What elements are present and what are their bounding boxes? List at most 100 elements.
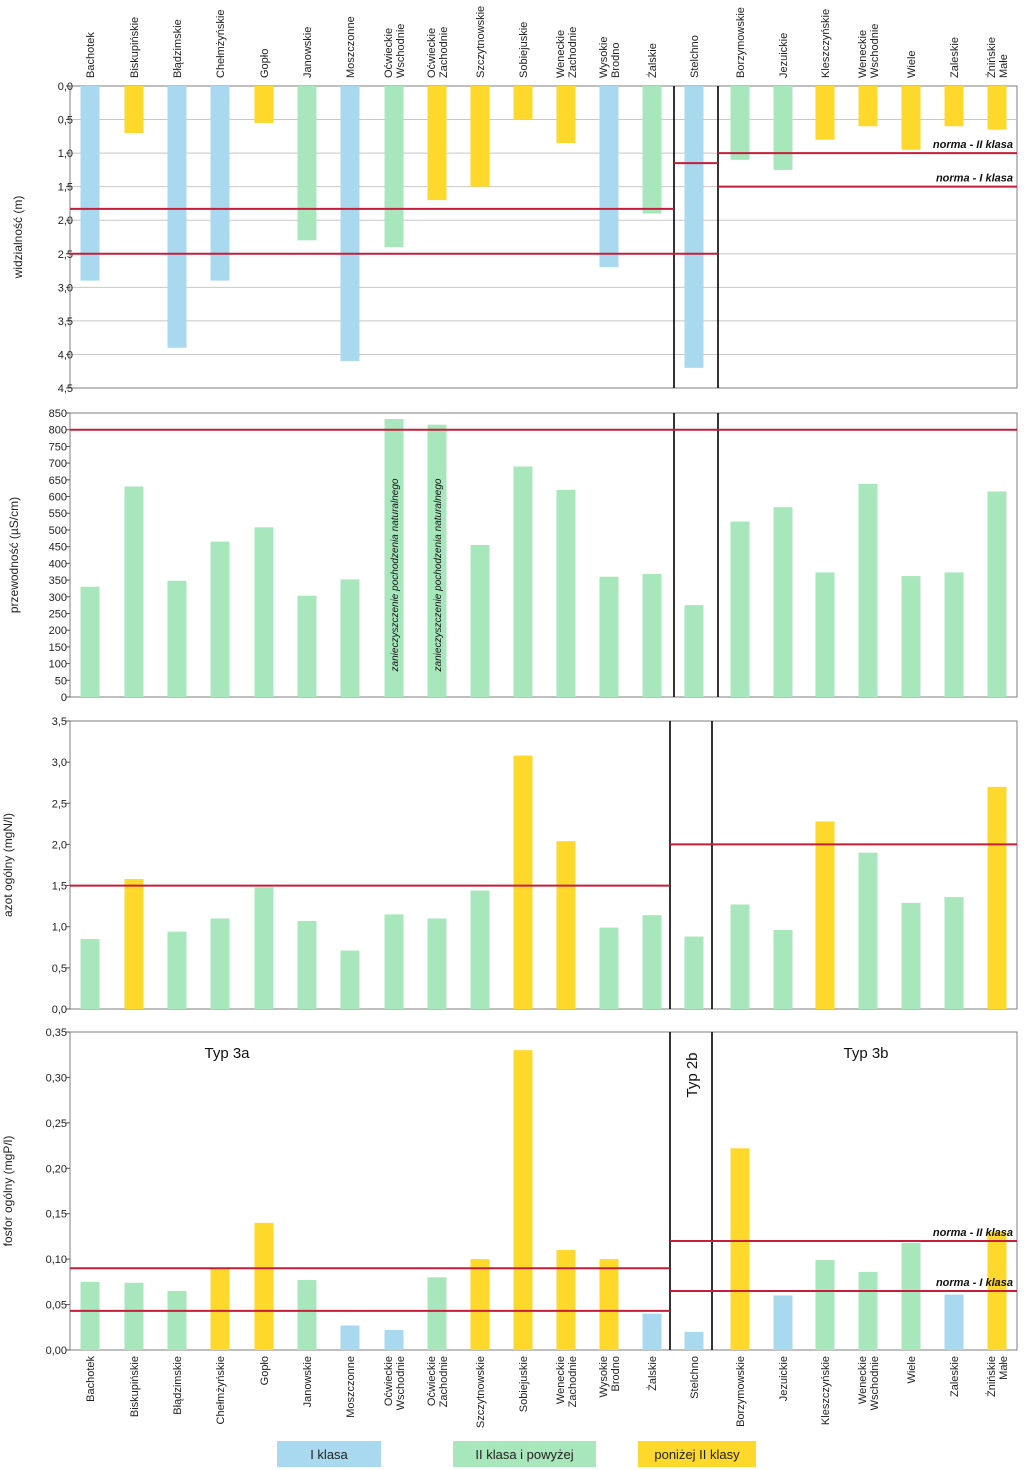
bar-14 bbox=[642, 86, 662, 214]
category-label-line: Borzymowskie bbox=[735, 1356, 747, 1427]
category-label: Gopło bbox=[259, 49, 271, 78]
category-label-line: Zachodnie bbox=[567, 1356, 579, 1407]
bar-17 bbox=[773, 1295, 793, 1350]
category-label-line: Biskupińskie bbox=[129, 17, 141, 78]
bar-19 bbox=[858, 86, 878, 127]
category-label-line: Oćwieckie bbox=[426, 28, 438, 78]
y-tick-label: 0,35 bbox=[46, 1027, 67, 1039]
y-tick-label: 0,05 bbox=[46, 1300, 67, 1312]
category-label-line: Chełmżyńskie bbox=[215, 1356, 227, 1424]
category-label-line: Kleszczyńskie bbox=[820, 9, 832, 78]
category-label: WeneckieWschodnie bbox=[857, 24, 881, 78]
category-label: WeneckieZachodnie bbox=[555, 27, 579, 78]
group-title-2b: Typ 2b bbox=[684, 1052, 701, 1097]
top-lake-labels: Bachotek Biskupińskie Błądzimskie Chełmżyńs… bbox=[85, 6, 1010, 78]
bar-5 bbox=[254, 1222, 274, 1350]
category-label-line: Sobiejuskie bbox=[518, 22, 530, 78]
bar-annotation: zanieczyszczenie pochodzenia naturalnego bbox=[390, 478, 401, 672]
bar-18 bbox=[815, 86, 835, 140]
category-label-line: Żnińskie bbox=[985, 37, 998, 78]
y-tick-label: 3,0 bbox=[58, 282, 73, 294]
panel-3: 0,0 0,5 1,0 1,5 2,0 2,5 3,0 3,5 azot ogólny (mgN… bbox=[1, 716, 1018, 1016]
category-label: WeneckieWschodnie bbox=[857, 1356, 881, 1410]
category-label-line: Małe bbox=[998, 54, 1010, 78]
y-tick-label: 3,5 bbox=[52, 716, 67, 728]
bar-14 bbox=[642, 1313, 662, 1350]
bar-22 bbox=[987, 786, 1007, 1009]
category-label: Błądzimskie bbox=[172, 1356, 184, 1415]
bar-12 bbox=[556, 1250, 576, 1350]
category-label: Borzymowskie bbox=[735, 1356, 747, 1427]
category-label-line: Jezuickie bbox=[778, 1356, 790, 1401]
y-tick-label: 50 bbox=[55, 675, 67, 687]
bar-11 bbox=[513, 755, 533, 1009]
y-tick-label: 400 bbox=[49, 558, 67, 570]
bar-2 bbox=[124, 878, 144, 1009]
y-tick-label: 0,20 bbox=[46, 1163, 67, 1175]
bar-16 bbox=[730, 1148, 750, 1350]
category-label-line: Bachotek bbox=[85, 32, 97, 78]
y-tick-label: 0,30 bbox=[46, 1072, 67, 1084]
y-tick-label: 0,5 bbox=[58, 115, 73, 127]
category-label-line: Wschodnie bbox=[395, 1356, 407, 1410]
bar-2 bbox=[124, 1282, 144, 1350]
bar-15 bbox=[684, 605, 704, 697]
legend-below-ii-label: poniżej II klasy bbox=[654, 1446, 740, 1462]
bar-5 bbox=[254, 887, 274, 1009]
category-label-line: Wschodnie bbox=[395, 24, 407, 78]
y-tick-label: 1,0 bbox=[52, 922, 67, 934]
legend-ii-klasa-label: II klasa i powyżej bbox=[475, 1446, 574, 1462]
category-label-line: Żalskie bbox=[646, 43, 659, 78]
bar-10 bbox=[470, 1259, 490, 1350]
y-tick-label: 2,0 bbox=[58, 215, 73, 227]
category-label: Kleszczyńskie bbox=[820, 9, 832, 78]
category-label-line: Małe bbox=[998, 1356, 1010, 1380]
bar-6 bbox=[297, 920, 317, 1009]
bar-21 bbox=[944, 1294, 964, 1350]
bar-16 bbox=[730, 521, 750, 697]
bar-19 bbox=[858, 852, 878, 1009]
bar-12 bbox=[556, 86, 576, 144]
bar-17 bbox=[773, 86, 793, 170]
y-tick-label: 3,5 bbox=[58, 316, 73, 328]
bar-4 bbox=[210, 918, 230, 1009]
category-label-line: Stelchno bbox=[689, 1356, 701, 1399]
category-label-line: Gopło bbox=[259, 1356, 271, 1385]
bar-15 bbox=[684, 1331, 704, 1350]
y-tick-label: 550 bbox=[49, 508, 67, 520]
bar-18 bbox=[815, 572, 835, 697]
category-label: Wiele bbox=[906, 1356, 918, 1384]
y-tick-label: 200 bbox=[49, 625, 67, 637]
category-label: OćwieckieZachodnie bbox=[426, 27, 450, 78]
category-label-line: Zaleskie bbox=[949, 37, 961, 78]
panel-2: 0 50 100 150 200 250 300 350 400 450 500 550 600 650 7… bbox=[7, 408, 1018, 704]
category-label: Gopło bbox=[259, 1356, 271, 1385]
category-label-line: Szczytnowskie bbox=[475, 6, 487, 78]
category-label-line: Szczytnowskie bbox=[475, 1356, 487, 1428]
chart-panels: 0,0 0,5 1,0 1,5 2,0 2,5 3,0 3,5 4,0 4,5 widzialnoś… bbox=[1, 81, 1018, 1357]
category-label: WysokieBrodno bbox=[598, 37, 622, 78]
y-tick-label: 0 bbox=[61, 692, 67, 704]
norm-label: norma - II klasa bbox=[933, 1227, 1013, 1239]
bar-22 bbox=[987, 491, 1007, 697]
category-label: ŻnińskieMałe bbox=[985, 1356, 1010, 1397]
bar-11 bbox=[513, 1050, 533, 1350]
category-label-line: Stelchno bbox=[689, 35, 701, 78]
y-tick-label: 2,0 bbox=[52, 839, 67, 851]
norm-label: norma - I klasa bbox=[936, 1277, 1013, 1289]
y-tick-label: 750 bbox=[49, 441, 67, 453]
bar-20 bbox=[901, 902, 921, 1009]
bar-13 bbox=[599, 1259, 619, 1350]
category-label-line: Weneckie bbox=[555, 1356, 567, 1404]
bar-annotation: zanieczyszczenie pochodzenia naturalnego bbox=[433, 478, 444, 672]
y-tick-label: 0,00 bbox=[46, 1345, 67, 1357]
category-label: Jezuickie bbox=[778, 1356, 790, 1401]
y-tick-label: 300 bbox=[49, 592, 67, 604]
bar-5 bbox=[254, 86, 274, 123]
y-axis-label: azot ogólny (mgN/l) bbox=[1, 813, 15, 917]
bar-18 bbox=[815, 1260, 835, 1350]
category-label: Moszczonne bbox=[345, 16, 357, 78]
category-label-line: Chełmżyńskie bbox=[215, 10, 227, 78]
panel-frame bbox=[69, 85, 1018, 389]
bar-19 bbox=[858, 1271, 878, 1350]
